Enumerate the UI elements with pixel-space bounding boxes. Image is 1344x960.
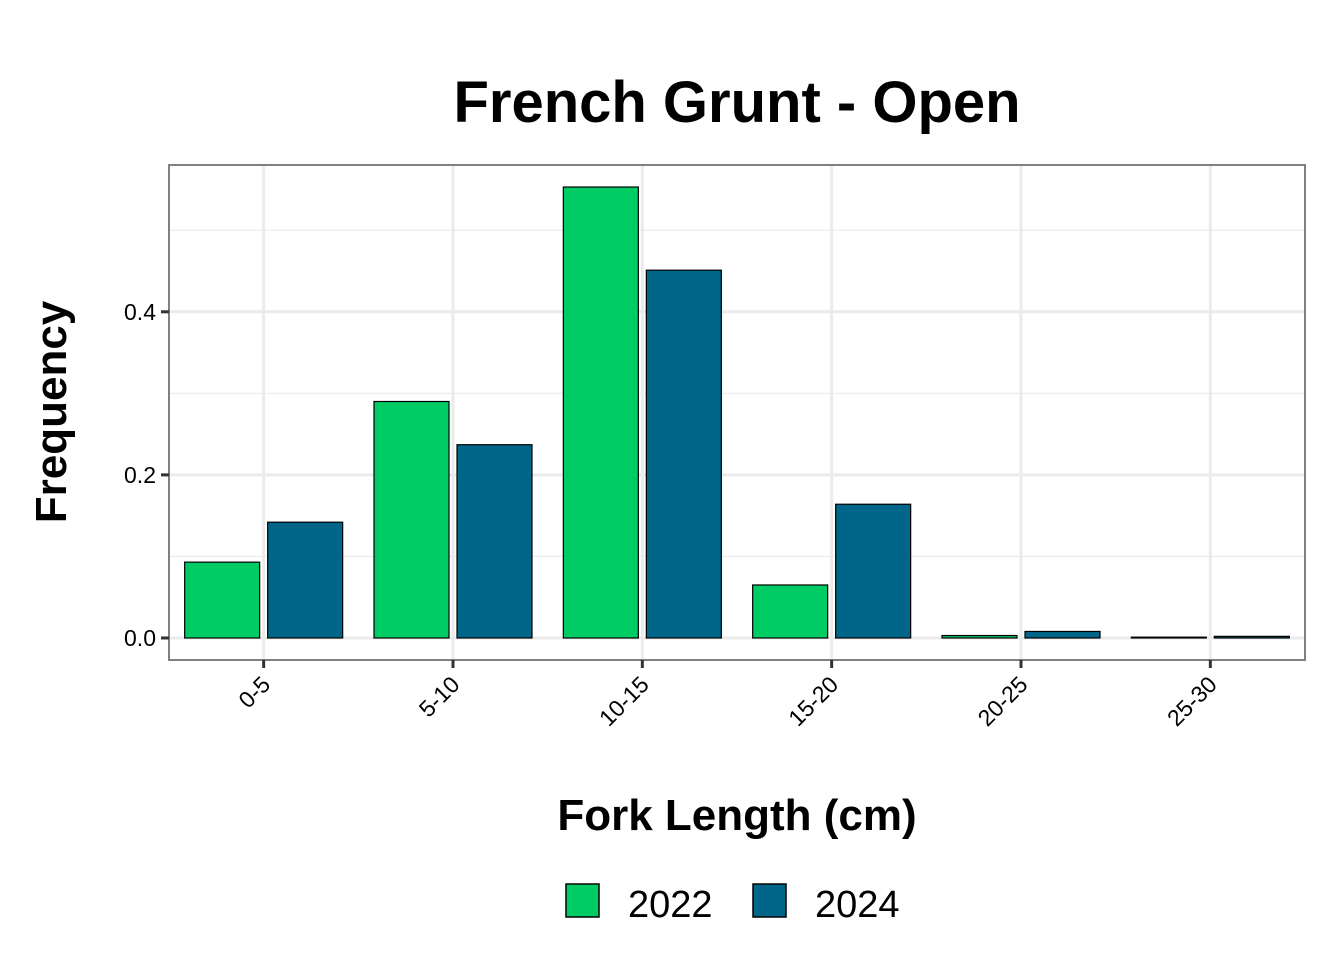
y-axis-title: Frequency	[27, 300, 76, 523]
x-tick-label: 0-5	[233, 671, 275, 713]
panel-border	[168, 164, 1306, 661]
legend-label-2024: 2024	[815, 884, 900, 926]
bar-2022-10-15	[562, 186, 639, 639]
y-tick-label: 0.0	[124, 625, 156, 651]
y-axis: 0.0 0.2 0.4	[124, 299, 169, 651]
bar-2022-0-5	[184, 561, 261, 639]
grid	[169, 165, 1305, 660]
y-tick-label: 0.2	[124, 462, 156, 488]
bar-2022-5-10	[373, 400, 450, 639]
bar-2022-20-25	[941, 634, 1018, 639]
legend: 2022 2024	[565, 883, 900, 926]
legend-label-2022: 2022	[628, 884, 713, 926]
bars	[184, 186, 1290, 639]
x-tick-label: 20-25	[973, 671, 1033, 731]
x-tick-label: 15-20	[783, 671, 843, 731]
bar-2024-5-10	[456, 444, 533, 639]
bar-2024-0-5	[267, 521, 344, 639]
x-tick-label: 10-15	[594, 671, 654, 731]
bar-2024-20-25	[1024, 630, 1101, 639]
bar-2022-25-30	[1130, 636, 1207, 639]
chart-title: French Grunt - Open	[453, 70, 1020, 135]
bar-2022-15-20	[752, 584, 829, 639]
legend-key-2022	[565, 883, 600, 918]
x-axis: 0-5 5-10 10-15 15-20 20-25 25-30	[233, 660, 1222, 731]
x-axis-title: Fork Length (cm)	[557, 791, 916, 840]
x-tick-label: 25-30	[1162, 671, 1222, 731]
bar-2024-25-30	[1213, 635, 1290, 639]
legend-key-2024	[752, 883, 787, 918]
bar-2024-10-15	[645, 269, 722, 639]
x-tick-label: 5-10	[414, 671, 465, 722]
bar-2024-15-20	[835, 503, 912, 639]
y-tick-label: 0.4	[124, 299, 156, 325]
